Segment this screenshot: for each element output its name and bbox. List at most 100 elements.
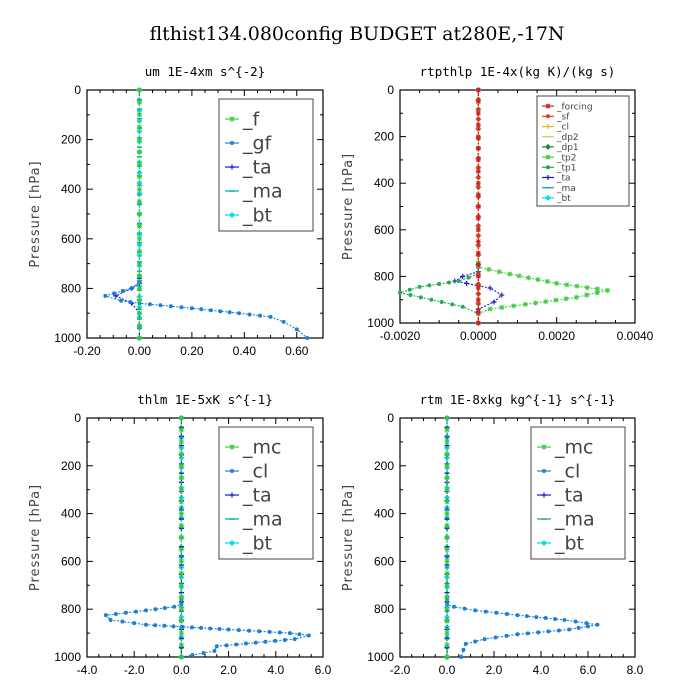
data-point [544, 279, 550, 285]
data-point [178, 499, 184, 505]
data-point [522, 301, 528, 307]
data-point [199, 307, 204, 312]
data-point [437, 281, 442, 286]
data-point [237, 311, 242, 316]
data-point [444, 594, 450, 600]
data-point [305, 336, 310, 340]
data-point [444, 463, 450, 469]
data-point [573, 294, 579, 300]
chart-title: rtm 1E-8xkg kg^{-1} s^{-1} [420, 392, 616, 407]
data-point [543, 299, 549, 305]
data-point [475, 227, 481, 233]
y-tick-label: 600 [61, 554, 81, 568]
chart-title: thlm 1E-5xK s^{-1} [137, 392, 272, 407]
data-point [475, 180, 481, 186]
data-point [113, 611, 118, 616]
data-point [136, 323, 142, 329]
data-point [475, 297, 481, 303]
x-tick-label: -2.0 [390, 663, 411, 677]
data-point [158, 303, 163, 308]
data-point [132, 621, 137, 626]
x-tick-label: 0.0020 [538, 329, 575, 343]
legend-marker [546, 114, 550, 119]
data-point [466, 275, 471, 280]
y-tick-label: 200 [374, 459, 394, 473]
data-point [444, 546, 450, 552]
legend-entry: _gf [242, 133, 273, 155]
data-point [258, 313, 263, 318]
data-point [178, 570, 184, 576]
data-point [136, 169, 143, 176]
data-point [533, 300, 539, 306]
data-point [475, 250, 481, 256]
data-point [172, 604, 177, 609]
legend-entry: _cl [556, 123, 569, 133]
data-point [475, 238, 481, 244]
data-point [136, 161, 142, 167]
x-tick-label: 4.0 [533, 663, 550, 677]
data-point [178, 558, 184, 564]
y-tick-label: 200 [61, 459, 81, 473]
data-point [120, 619, 125, 624]
data-point [162, 623, 167, 628]
y-axis-label: Pressure [hPa] [341, 484, 356, 591]
data-point [456, 279, 461, 284]
data-point [439, 300, 444, 305]
panels: um 1E-4xm s^{-2} Pressure [hPa] 0 200 400 600… [28, 64, 654, 677]
x-tick-label: 0.60 [285, 344, 309, 358]
data-point [137, 280, 142, 285]
series-line [446, 599, 598, 658]
data-point [475, 192, 481, 198]
x-tick-label: 0.40 [233, 344, 257, 358]
legend-marker [230, 141, 234, 145]
data-point [554, 280, 560, 286]
data-point [306, 633, 311, 638]
data-point [297, 632, 302, 637]
y-tick-label: 400 [374, 176, 394, 190]
data-point [147, 302, 152, 307]
data-point [398, 290, 402, 295]
data-point [136, 124, 142, 130]
legend: _f_gf_ta_ma_bt [218, 98, 314, 232]
data-point [427, 283, 432, 288]
data-point [417, 284, 422, 289]
legend-entry: _ma [242, 181, 283, 203]
x-tick-label: 0.00 [128, 344, 152, 358]
legend-marker [545, 124, 551, 129]
data-point [444, 654, 450, 660]
legend-marker [229, 212, 235, 218]
data-point [189, 306, 194, 311]
legend-entry: _bt [242, 533, 272, 555]
data-point [499, 292, 505, 298]
data-point [136, 149, 142, 155]
data-point [475, 308, 481, 314]
legend-entry: _tp2 [556, 153, 576, 163]
x-tick-label: -0.20 [73, 344, 101, 358]
data-point [496, 269, 502, 275]
series-cl [103, 597, 311, 659]
y-tick-label: 800 [61, 281, 81, 295]
y-tick-label: 0 [74, 411, 81, 425]
data-point [444, 487, 450, 493]
data-point [576, 625, 581, 630]
data-point [504, 633, 509, 638]
data-point [136, 236, 142, 242]
series-gf [103, 274, 310, 340]
data-point [444, 415, 450, 421]
data-point [178, 475, 184, 481]
data-point [543, 616, 548, 621]
data-point [556, 628, 561, 633]
data-point [473, 639, 478, 644]
y-tick-label: 400 [61, 507, 81, 521]
data-point [553, 297, 559, 303]
data-point [534, 615, 539, 620]
data-point [179, 305, 184, 310]
legend-box [218, 426, 314, 560]
data-point [178, 614, 185, 621]
data-point [292, 637, 297, 642]
data-point [103, 613, 108, 618]
data-point [136, 335, 142, 341]
data-point [511, 303, 517, 309]
data-point [444, 511, 450, 517]
data-point [136, 223, 142, 229]
